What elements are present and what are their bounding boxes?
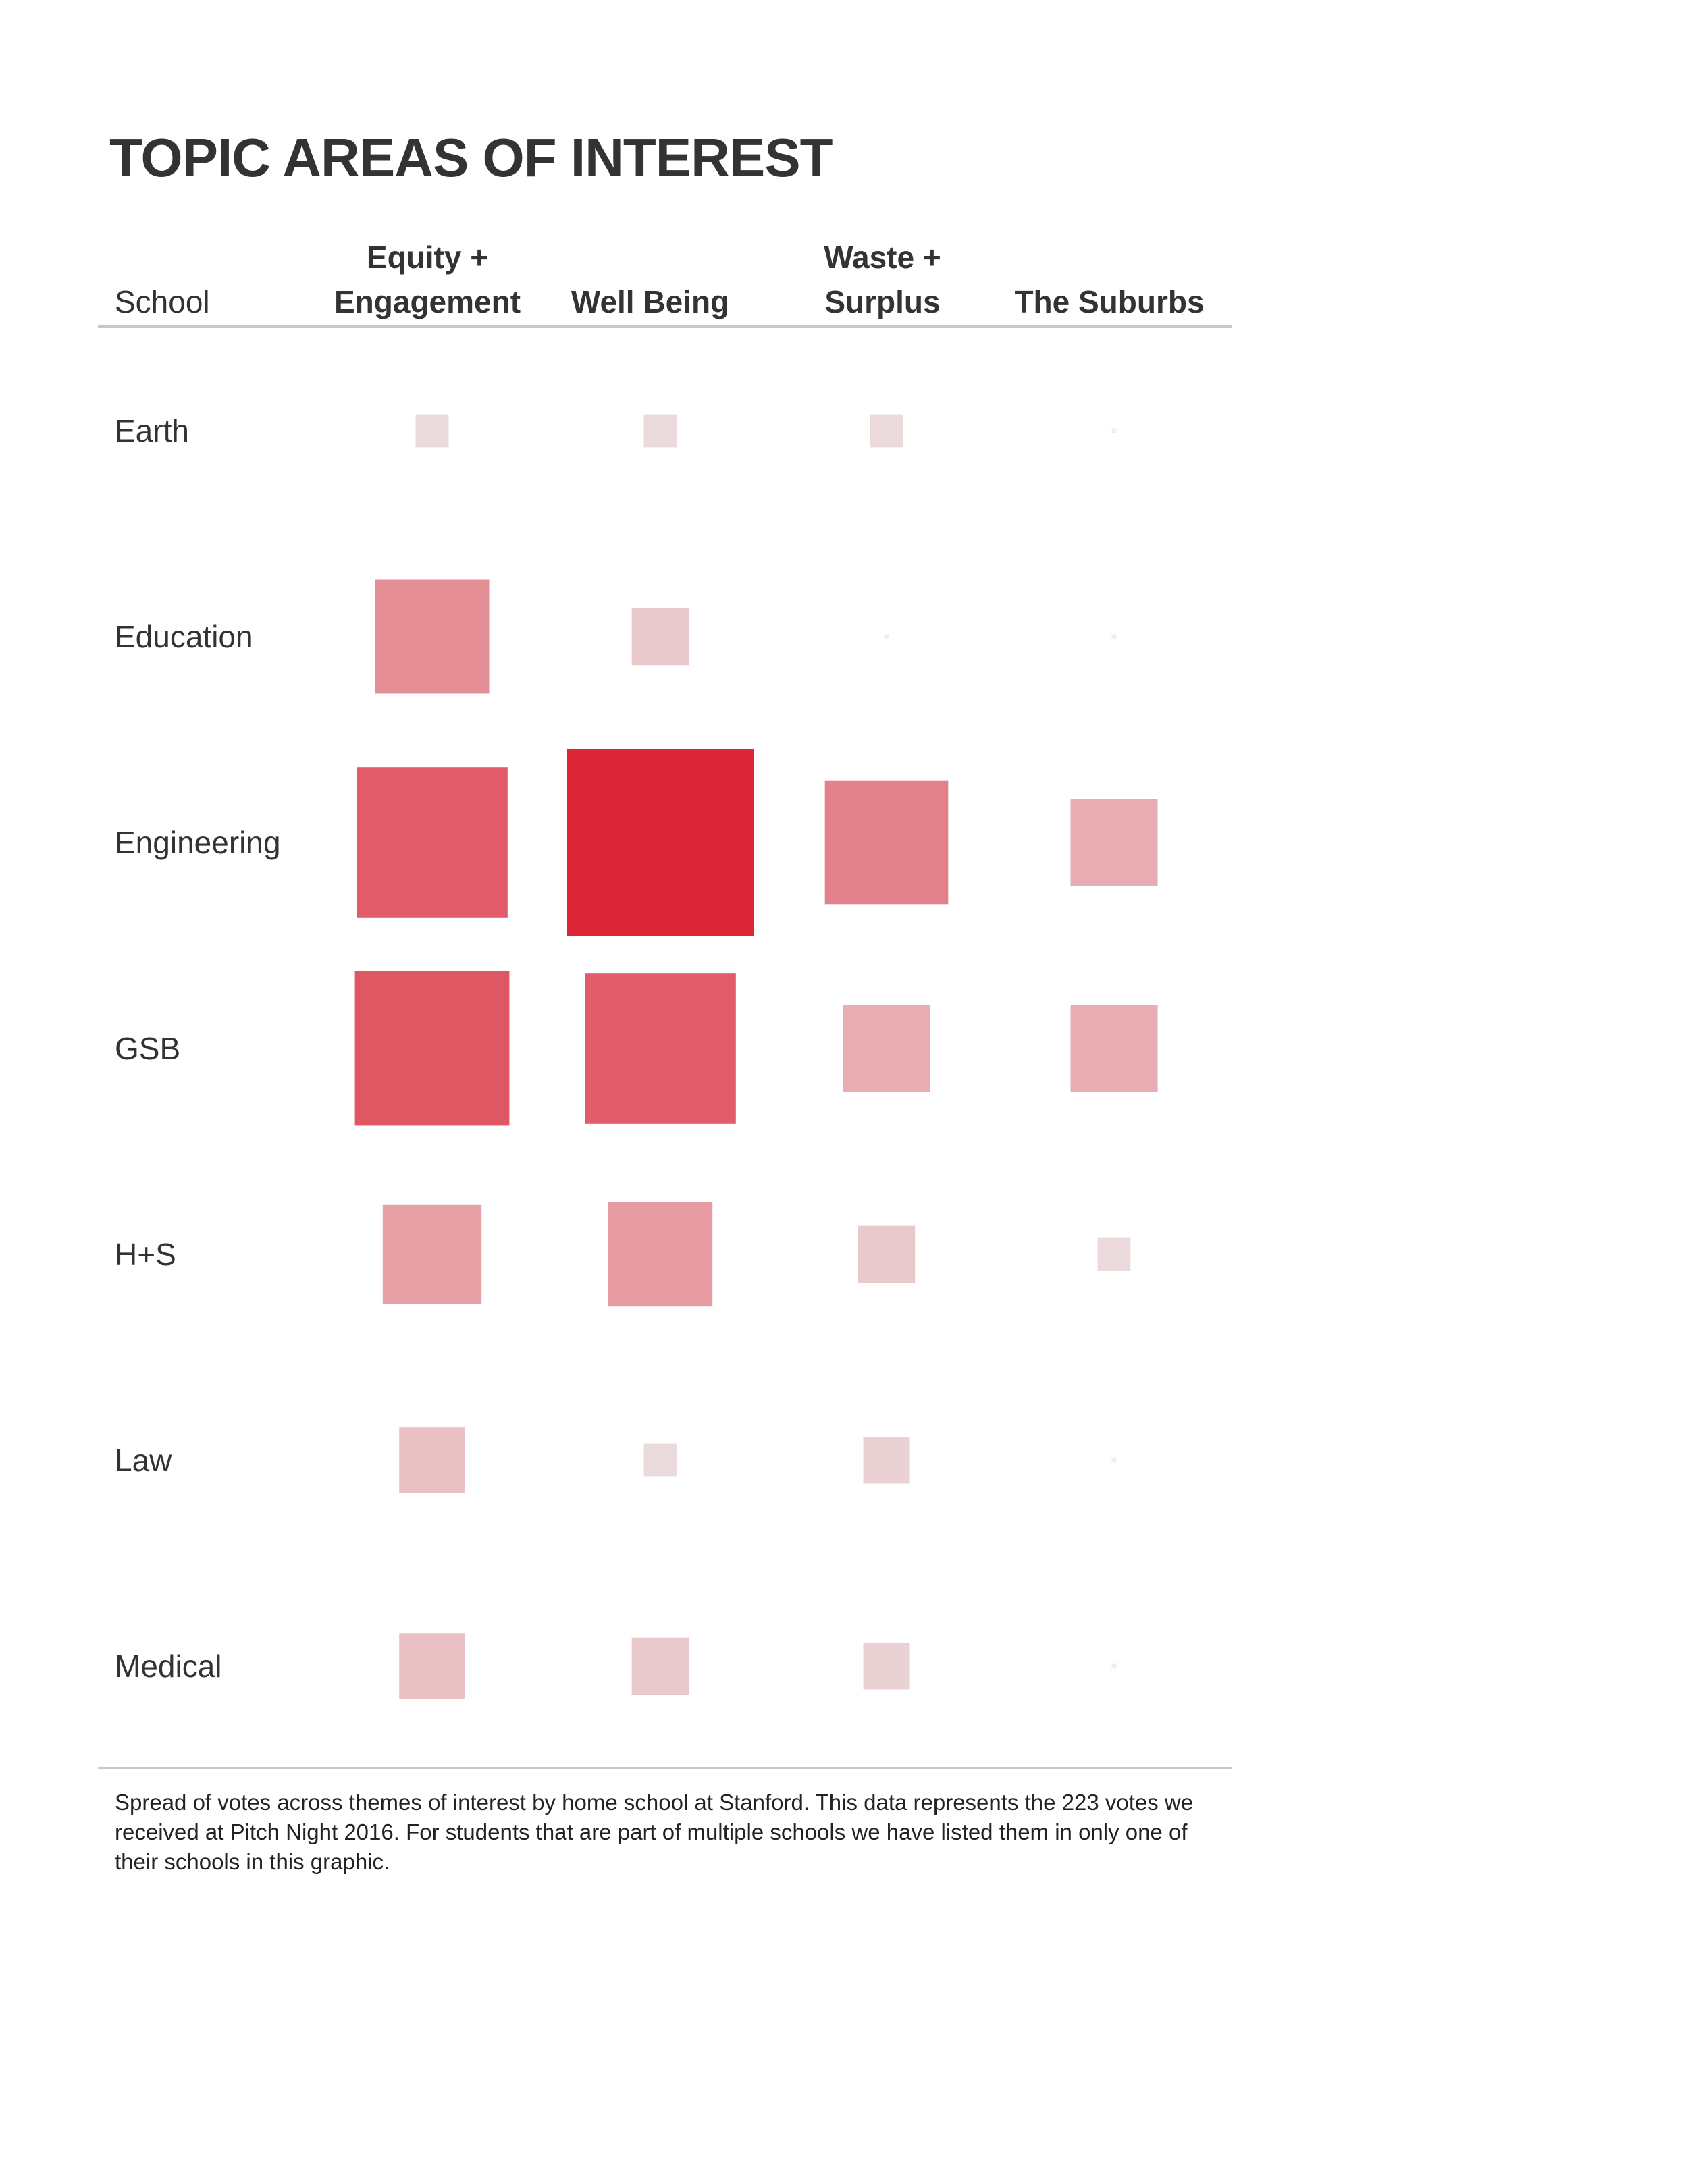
cell-engineering-well-being: [567, 749, 754, 936]
footer-divider: [98, 1767, 1232, 1769]
chart-title: TOPIC AREAS OF INTEREST: [109, 128, 833, 188]
chart-caption: Spread of votes across themes of interes…: [115, 1790, 1194, 1874]
row-label-medical: Medical: [115, 1649, 222, 1684]
column-header-well-being: Well Being: [571, 284, 730, 319]
cell-education-the-suburbs: [1111, 634, 1117, 639]
cell-earth-equity-engagement: [415, 414, 449, 448]
row-label-h-s: H+S: [115, 1237, 176, 1272]
cell-engineering-the-suburbs: [1070, 799, 1158, 886]
cell-law-waste-surplus: [863, 1437, 910, 1484]
cell-medical-well-being: [631, 1637, 689, 1695]
cell-gsb-equity-engagement: [354, 971, 510, 1126]
cell-earth-the-suburbs: [1111, 428, 1117, 433]
cell-law-equity-engagement: [399, 1427, 465, 1493]
cell-gsb-the-suburbs: [1070, 1005, 1158, 1092]
cell-medical-equity-engagement: [399, 1633, 465, 1699]
row-header-school: School: [115, 284, 210, 319]
cell-earth-well-being: [643, 414, 677, 448]
cell-law-the-suburbs: [1111, 1458, 1117, 1463]
cell-gsb-waste-surplus: [843, 1005, 930, 1092]
cell-education-well-being: [631, 608, 689, 666]
row-label-engineering: Engineering: [115, 825, 281, 860]
header-divider: [98, 325, 1232, 328]
cell-medical-the-suburbs: [1111, 1663, 1117, 1669]
column-header-waste-surplus: Waste + Surplus: [824, 240, 941, 319]
cell-h-s-waste-surplus: [858, 1225, 916, 1283]
cell-education-equity-engagement: [375, 579, 490, 694]
cell-engineering-equity-engagement: [357, 767, 508, 918]
column-header-equity-engagement: Equity + Engagement: [334, 240, 521, 319]
cell-h-s-well-being: [608, 1202, 713, 1307]
cell-medical-waste-surplus: [863, 1643, 910, 1690]
cell-earth-waste-surplus: [870, 414, 903, 448]
row-label-education: Education: [115, 619, 253, 654]
row-label-law: Law: [115, 1443, 172, 1478]
column-header-the-suburbs: The Suburbs: [1014, 284, 1205, 319]
cell-h-s-the-suburbs: [1097, 1237, 1131, 1271]
cell-gsb-well-being: [585, 973, 736, 1124]
cell-engineering-waste-surplus: [824, 780, 949, 905]
cell-h-s-equity-engagement: [382, 1204, 482, 1304]
cell-education-waste-surplus: [884, 634, 889, 639]
row-label-gsb: GSB: [115, 1031, 181, 1066]
row-label-earth: Earth: [115, 413, 189, 448]
cell-law-well-being: [643, 1443, 677, 1477]
